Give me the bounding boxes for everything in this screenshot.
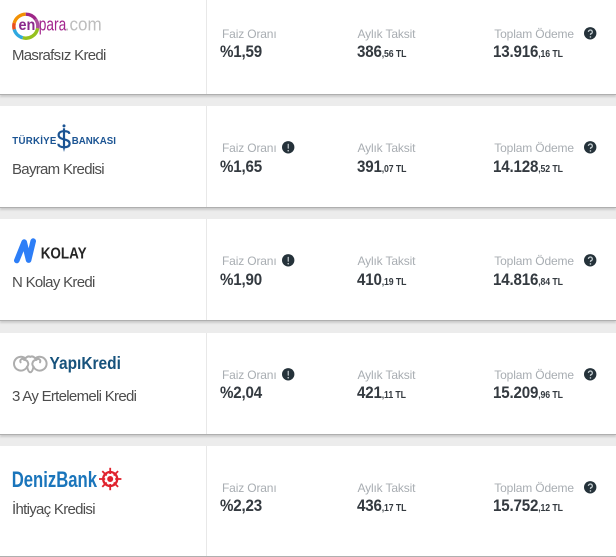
svg-text:en: en [18, 16, 35, 34]
svg-text:KOLAY: KOLAY [41, 246, 87, 263]
svg-text:DenizBank: DenizBank [11, 467, 96, 492]
svg-text:para: para [38, 14, 66, 34]
svg-text:TÜRKİYE: TÜRKİYE [12, 135, 57, 146]
svg-text:.com: .com [64, 14, 101, 35]
svg-text:BANKASI: BANKASI [71, 135, 115, 146]
svg-text:YapıKredi: YapıKredi [50, 353, 121, 373]
